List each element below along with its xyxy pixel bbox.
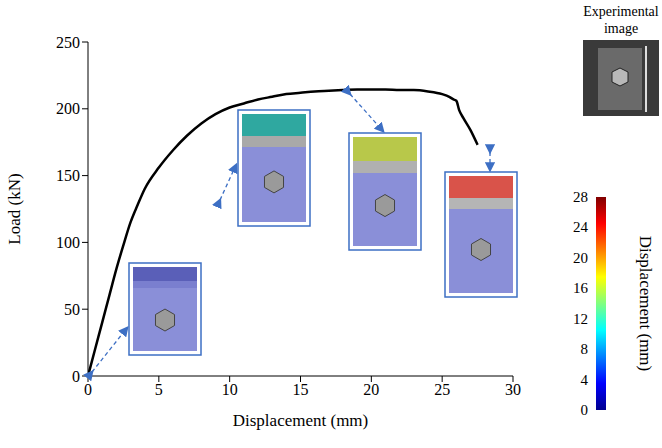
svg-text:0: 0	[581, 402, 589, 418]
svg-text:20: 20	[573, 250, 588, 266]
svg-text:8: 8	[581, 341, 589, 357]
svg-text:Experimental: Experimental	[583, 4, 659, 19]
svg-text:24: 24	[573, 219, 589, 235]
svg-text:Load (kN): Load (kN)	[5, 173, 24, 244]
svg-text:4: 4	[581, 372, 589, 388]
svg-text:0: 0	[72, 368, 80, 385]
svg-text:10: 10	[222, 381, 238, 398]
svg-text:Displacement (mm): Displacement (mm)	[636, 236, 655, 372]
svg-text:100: 100	[56, 234, 80, 251]
svg-text:50: 50	[64, 301, 80, 318]
svg-text:150: 150	[56, 167, 80, 184]
svg-text:12: 12	[573, 311, 588, 327]
svg-text:0: 0	[84, 381, 92, 398]
svg-text:20: 20	[363, 381, 379, 398]
svg-text:5: 5	[155, 381, 163, 398]
svg-text:25: 25	[434, 381, 450, 398]
svg-text:200: 200	[56, 100, 80, 117]
svg-text:30: 30	[505, 381, 521, 398]
svg-text:250: 250	[56, 34, 80, 51]
svg-text:Displacement (mm): Displacement (mm)	[233, 411, 369, 430]
svg-text:16: 16	[573, 280, 589, 296]
svg-text:15: 15	[293, 381, 309, 398]
svg-text:image: image	[604, 21, 638, 36]
svg-text:28: 28	[573, 189, 588, 205]
